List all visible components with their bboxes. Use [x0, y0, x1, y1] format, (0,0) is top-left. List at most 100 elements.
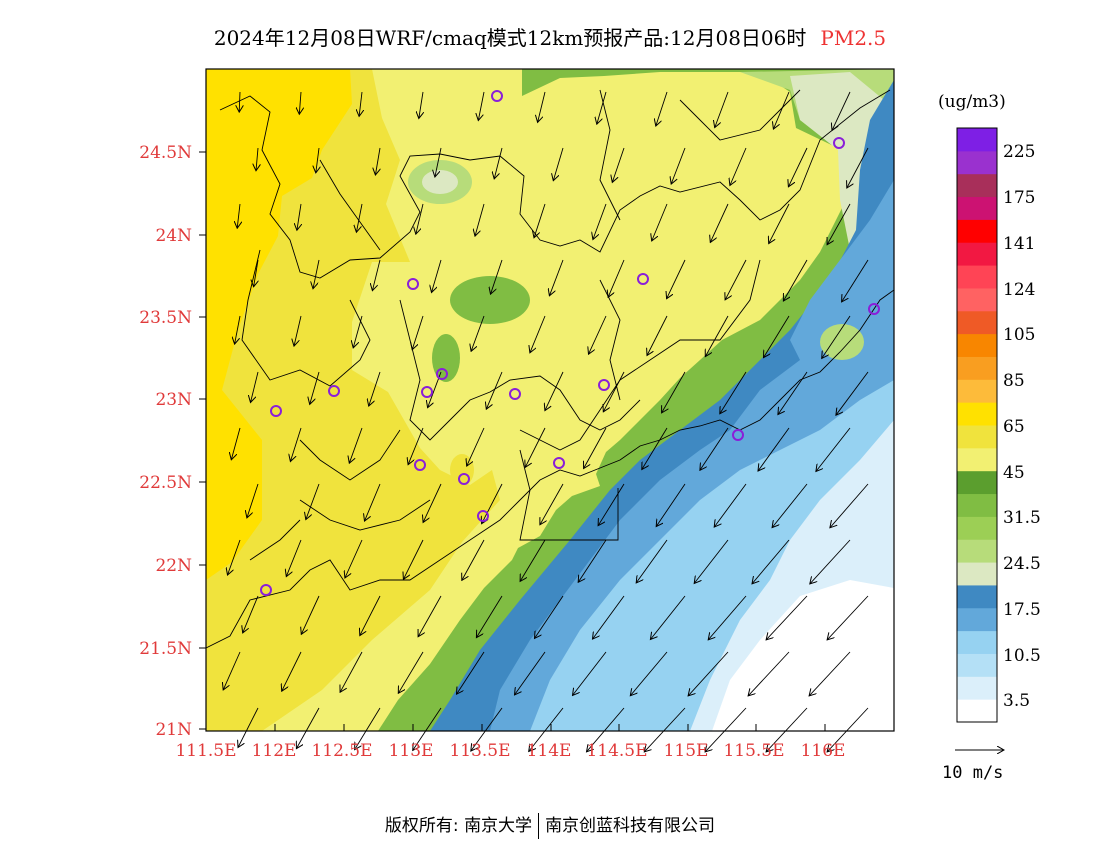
wind-arrow	[827, 707, 869, 752]
wind-arrow	[597, 91, 607, 124]
colorbar-unit: (ug/m3)	[938, 92, 1006, 112]
wind-arrow	[688, 651, 729, 696]
colorbar-segment	[957, 219, 997, 243]
colorbar-segment	[957, 630, 997, 654]
wind-arrow	[299, 91, 301, 114]
colorbar-segment	[957, 173, 997, 198]
wind-arrow	[652, 203, 668, 241]
wind-arrow	[549, 259, 564, 296]
station-markers	[260, 90, 880, 596]
station-marker	[407, 278, 419, 290]
wind-arrow	[478, 91, 485, 121]
wind-arrow	[832, 91, 851, 131]
wind-arrow	[748, 651, 790, 696]
lon-label-113e: 113E	[388, 741, 434, 761]
station-marker	[637, 273, 649, 285]
colorbar-segment	[957, 470, 997, 495]
wind-arrow	[306, 483, 320, 520]
wind-arrow	[349, 427, 363, 463]
wind-arrow	[783, 259, 808, 301]
wind-arrow	[705, 315, 729, 357]
wind-arrow	[822, 315, 851, 358]
lat-label-24-5n: 24.5N	[139, 143, 192, 163]
wind-arrow	[231, 427, 241, 460]
wind-arrow	[667, 259, 686, 299]
wind-arrow	[644, 707, 686, 752]
wind-arrow	[290, 427, 302, 462]
colorbar-label-141: 141	[1003, 234, 1036, 254]
station-marker	[270, 405, 282, 417]
wind-arrow	[372, 259, 381, 291]
station-marker	[868, 303, 880, 315]
wind-arrow	[403, 539, 424, 579]
colorbar-segment	[957, 287, 997, 312]
wind-arrow	[282, 651, 302, 691]
wind-arrow	[310, 371, 320, 404]
wind-arrow	[356, 203, 363, 232]
field-band-green-dark	[378, 69, 894, 731]
wind-arrow	[788, 147, 808, 187]
wind-arrow	[593, 203, 607, 240]
lat-label-24n: 24N	[155, 226, 192, 246]
lon-label-113-5e: 113.5E	[449, 741, 511, 761]
lon-label-112e: 112E	[251, 741, 297, 761]
wind-arrow	[365, 483, 381, 521]
field-pocket-2	[640, 74, 744, 130]
lon-label-114e: 114E	[526, 741, 572, 761]
colorbar-label-10-5: 10.5	[1003, 646, 1041, 666]
wind-arrow	[714, 483, 747, 527]
wind-arrow	[237, 203, 240, 228]
lat-label-21-5n: 21.5N	[139, 639, 192, 659]
wind-arrow	[467, 427, 485, 466]
wind-arrow	[710, 203, 729, 242]
wind-arrow	[482, 483, 503, 524]
colorbar-segment	[957, 676, 997, 700]
wind-arrow	[355, 707, 381, 750]
wind-arrow	[603, 371, 625, 412]
station-marker	[491, 90, 503, 102]
wind-arrow	[534, 203, 546, 238]
colorbar-segment	[957, 699, 997, 723]
wind-arrow	[836, 371, 869, 415]
colorbar-segment	[957, 150, 997, 175]
wind-arrow	[340, 651, 363, 692]
wind-arrow	[432, 259, 442, 293]
wind-arrow	[773, 91, 790, 129]
wind-arrow	[608, 259, 625, 297]
title-main: 2024年12月08日WRF/cmaq模式12km预报产品:12月08日06时	[213, 26, 807, 50]
wind-arrow	[251, 371, 259, 403]
colorbar-segment	[957, 425, 997, 449]
wind-arrow	[708, 595, 747, 640]
wind-arrow	[254, 259, 258, 287]
wind-arrow	[471, 315, 485, 351]
colorbar-segment	[957, 516, 997, 540]
wind-arrow	[494, 147, 503, 179]
wind-arrow	[769, 203, 790, 244]
wind-arrow	[529, 707, 564, 752]
field-blob-4	[820, 324, 864, 360]
station-marker	[414, 459, 426, 471]
copyright-org2: 南京创蓝科技有限公司	[545, 816, 716, 836]
wind-arrow	[525, 427, 546, 467]
colorbar-label-85: 85	[1003, 371, 1025, 391]
wind-arrow	[847, 147, 869, 188]
wind-arrow	[715, 91, 729, 128]
station-marker	[436, 368, 448, 380]
boundaries	[206, 89, 894, 649]
wind-arrow	[412, 315, 424, 350]
station-marker	[509, 388, 521, 400]
colorbar-segment	[957, 562, 997, 586]
colorbar-segment	[957, 128, 997, 152]
wind-arrow	[491, 259, 503, 294]
wind-arrow	[538, 91, 546, 122]
wind-arrow	[476, 595, 503, 638]
wind-arrow	[842, 259, 869, 302]
field-blob-1-core	[422, 170, 458, 194]
lon-label-115-5e: 115.5E	[723, 741, 785, 761]
wind-arrow	[515, 651, 546, 695]
wind-arrow	[540, 483, 564, 525]
station-marker	[421, 386, 433, 398]
wind-arrow	[296, 707, 320, 749]
lat-label-22n: 22N	[155, 556, 192, 576]
